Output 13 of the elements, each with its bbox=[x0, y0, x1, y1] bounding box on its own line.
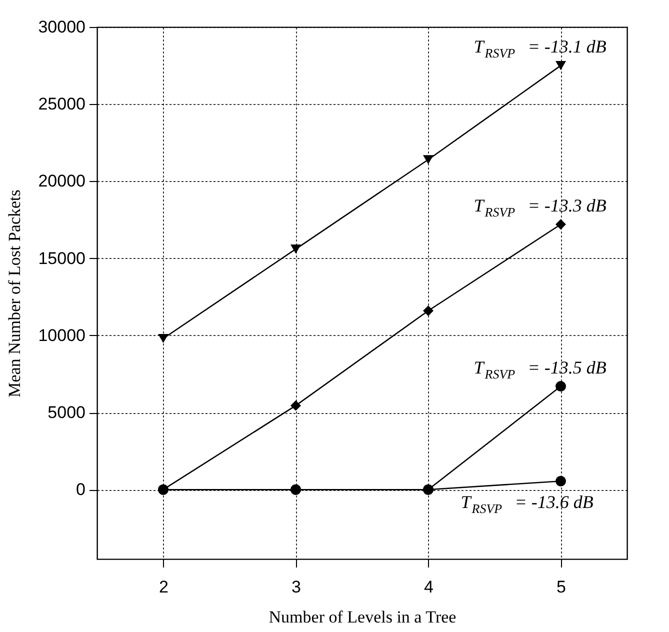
x-tick-label: 3 bbox=[292, 578, 301, 596]
y-tick-label: 20000 bbox=[38, 172, 86, 191]
y-tick-label: 10000 bbox=[38, 326, 86, 345]
x-axis-title: Number of Levels in a Tree bbox=[268, 608, 456, 626]
y-tick-label: 15000 bbox=[38, 248, 86, 268]
x-tick-label: 2 bbox=[159, 578, 168, 596]
y-tick-label: 5000 bbox=[48, 403, 86, 422]
x-tick-label: 5 bbox=[556, 578, 566, 596]
x-tick-label: 4 bbox=[424, 578, 434, 596]
y-tick-label: 30000 bbox=[38, 18, 86, 36]
y-tick-label: 25000 bbox=[38, 94, 86, 114]
y-tick-label: 0 bbox=[76, 480, 86, 500]
y-axis-title: Mean Number of Lost Packets bbox=[5, 190, 24, 398]
